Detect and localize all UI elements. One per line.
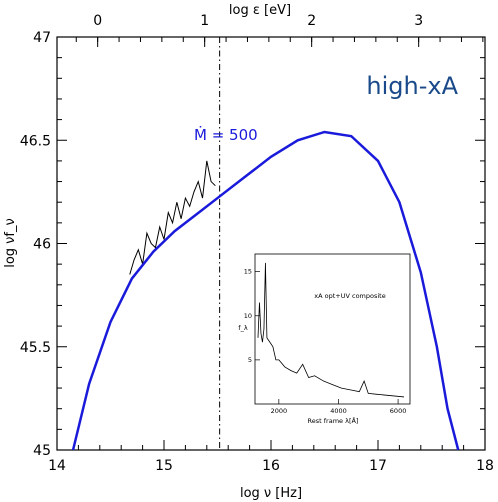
x-tick-label: 17: [369, 458, 387, 474]
inset-frame: [254, 253, 411, 405]
y-tick-label: 47: [33, 30, 51, 46]
top-tick-label: 3: [414, 13, 423, 29]
x-axis-title: log ν [Hz]: [240, 486, 302, 501]
x-tick-label: 18: [476, 458, 494, 474]
x-tick-label: 14: [48, 458, 66, 474]
inset-tick-marks: [255, 271, 399, 404]
inset-x-title: Rest frame λ[Å]: [308, 416, 359, 425]
chart-title: high-xA: [366, 72, 458, 100]
inset-x-tick-label: 2000: [271, 407, 288, 415]
inset-y-tick-label: 15: [244, 268, 252, 276]
inset-tick-labels: 2000 4000 6000 5 10 15: [244, 268, 407, 415]
inset-y-title: f_λ: [238, 324, 248, 332]
inset-spectrum-line: [257, 262, 405, 398]
top-axis-title: log ε [eV]: [229, 3, 291, 18]
model-sed-line: [71, 130, 460, 451]
top-tick-label: 2: [307, 13, 316, 29]
inset-x-tick-label: 6000: [390, 407, 407, 415]
top-tick-label: 1: [200, 13, 209, 29]
tick-labels: 14 15 16 17 18 0 1 2 3 45 45.5 46 46.5 47: [20, 13, 494, 474]
inset-x-tick-label: 4000: [330, 407, 347, 415]
observed-spectrum-line: [129, 160, 216, 275]
y-tick-label: 46: [33, 237, 51, 253]
inset-y-tick-label: 10: [244, 312, 252, 320]
y-tick-label: 45: [33, 443, 51, 459]
model-series-label: Ṁ = 500: [194, 125, 258, 144]
y-tick-label: 45.5: [20, 340, 51, 356]
y-tick-label: 46.5: [20, 133, 51, 149]
tick-marks: [56, 36, 486, 451]
inset-y-tick-label: 5: [248, 356, 252, 364]
inset-chart: 2000 4000 6000 5 10 15 xA opt+UV composite Re…: [238, 253, 411, 425]
top-tick-label: 0: [93, 13, 102, 29]
x-tick-label: 15: [155, 458, 173, 474]
y-axis-title: log νf_ν: [3, 218, 18, 268]
x-tick-label: 16: [262, 458, 280, 474]
inset-annotation: xA opt+UV composite: [314, 292, 385, 300]
